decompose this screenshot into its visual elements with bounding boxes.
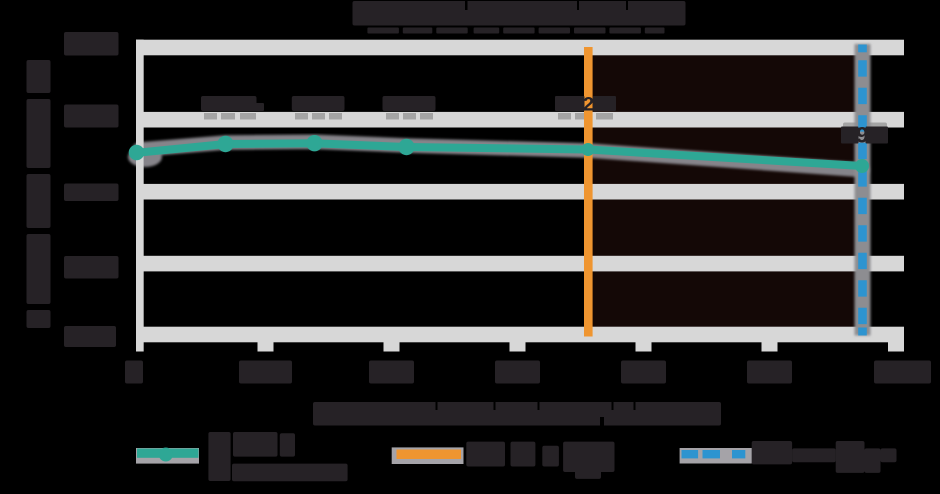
- svg-text:2: 2: [583, 93, 594, 115]
- svg-text:9: 9: [856, 122, 869, 147]
